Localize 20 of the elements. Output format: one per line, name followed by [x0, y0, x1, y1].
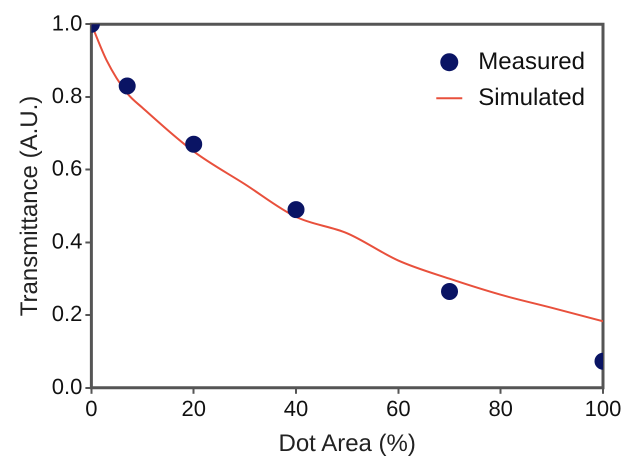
y-tick-label: 0.2: [52, 301, 82, 326]
legend-label: Simulated: [478, 84, 586, 111]
x-tick-label: 20: [181, 396, 206, 422]
y-tick-label: 1.0: [52, 10, 82, 36]
y-tick-label: 0.8: [52, 82, 82, 108]
point: [118, 78, 136, 95]
point: [288, 201, 305, 218]
x-tick-label: 0: [85, 396, 98, 422]
x-tick-label: 80: [488, 396, 513, 422]
legend-label: Measured: [478, 48, 586, 75]
x-tick-label: 60: [386, 396, 411, 422]
x-tick-label: 100: [584, 396, 622, 422]
y-tick-label: 0.4: [52, 228, 82, 254]
x-axis-title: Dot Area (%): [278, 430, 416, 458]
point: [441, 282, 458, 300]
y-axis-title: Transmittance (A.U.): [16, 96, 44, 316]
point: [185, 136, 202, 153]
y-tick-label: 0.6: [52, 156, 82, 181]
y-tick-label: 0.0: [52, 374, 82, 399]
x-tick-label: 40: [284, 396, 308, 422]
